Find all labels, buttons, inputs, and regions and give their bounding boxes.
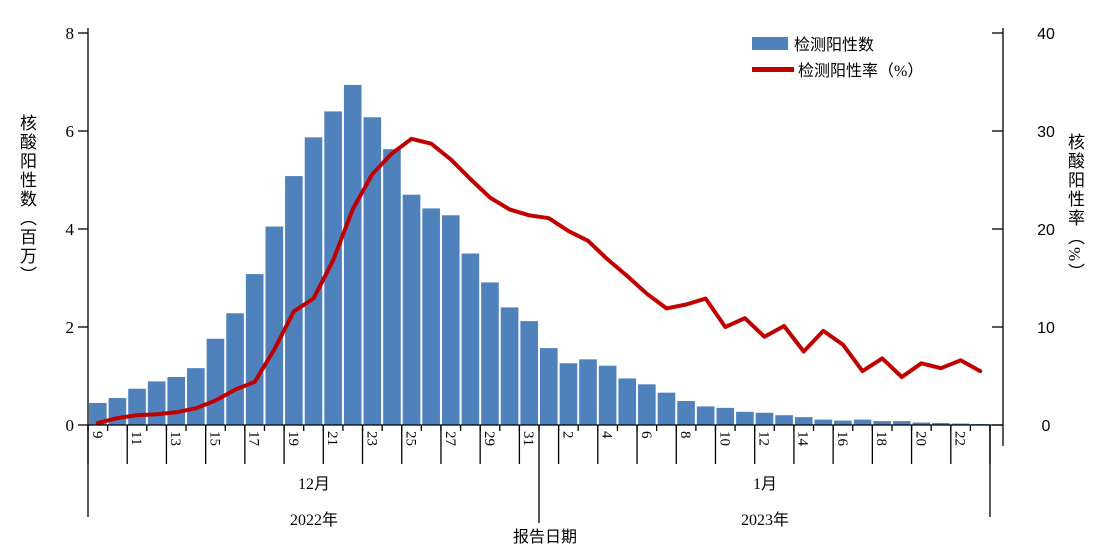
bar xyxy=(461,253,480,425)
bar xyxy=(892,421,911,425)
bar xyxy=(912,422,931,425)
x-tick-label: 31 xyxy=(520,431,536,446)
x-tick-label: 14 xyxy=(795,431,811,447)
x-tick-label: 16 xyxy=(834,431,850,447)
rate-line xyxy=(95,136,983,425)
x-tick-label: 13 xyxy=(167,431,183,446)
month-label-january: 1月 xyxy=(752,476,778,493)
x-tick-label: 6 xyxy=(638,431,654,439)
left-axis-title: 核酸阳性数（百万） xyxy=(17,114,36,285)
x-tick-label: 10 xyxy=(716,431,732,446)
x-tick-label: 21 xyxy=(324,431,340,446)
legend: 检测阳性数 检测阳性率（%） xyxy=(752,30,923,82)
left-axis-tick-label: 6 xyxy=(66,122,75,141)
month-label-december: 12月 xyxy=(297,476,331,493)
right-axis-tick-label: 40 xyxy=(1037,26,1055,43)
left-axis-tick-label: 2 xyxy=(66,318,75,337)
bar xyxy=(147,381,166,425)
bar xyxy=(834,420,852,425)
bar xyxy=(540,348,558,425)
bar xyxy=(481,282,499,425)
bar xyxy=(579,359,597,425)
legend-item-line: 检测阳性率（%） xyxy=(752,56,923,82)
bar-series-swatch xyxy=(752,36,788,50)
bar xyxy=(422,208,440,425)
bar xyxy=(89,402,107,425)
x-tick-label: 18 xyxy=(873,431,889,446)
x-tick-label: 27 xyxy=(442,431,458,447)
right-axis-tick-label: 0 xyxy=(1042,418,1051,435)
x-tick-label: 25 xyxy=(403,431,419,446)
right-axis-tick-label: 10 xyxy=(1037,320,1055,337)
bar xyxy=(736,411,754,425)
line-series-label: 检测阳性率（%） xyxy=(798,63,924,80)
bar xyxy=(520,321,538,425)
bar xyxy=(128,388,146,425)
bar xyxy=(324,111,342,426)
bar xyxy=(814,419,833,425)
bar xyxy=(775,415,793,425)
x-tick-label: 8 xyxy=(677,431,693,439)
x-tick-label: 22 xyxy=(952,431,968,446)
bar xyxy=(441,215,460,425)
bar xyxy=(187,368,205,425)
bar xyxy=(206,338,225,425)
right-axis-title: 核酸阳性率（%） xyxy=(1065,133,1084,283)
x-tick-label: 15 xyxy=(207,431,223,446)
bar xyxy=(343,84,362,425)
left-axis-tick-label: 8 xyxy=(66,24,75,43)
bar xyxy=(285,176,303,425)
bar xyxy=(500,307,519,425)
bar xyxy=(951,423,970,425)
bar xyxy=(226,313,244,425)
bar xyxy=(873,421,891,425)
bar xyxy=(363,117,382,425)
bar xyxy=(383,149,401,425)
bar xyxy=(167,376,186,425)
x-tick-label: 12 xyxy=(756,431,772,446)
right-axis-tick-label: 20 xyxy=(1037,222,1055,239)
bar xyxy=(265,226,284,425)
x-tick-label: 2 xyxy=(559,431,575,439)
bar xyxy=(932,423,950,425)
bar-series-label: 检测阳性数 xyxy=(794,37,875,54)
year-label-2022: 2022年 xyxy=(289,512,339,529)
bar xyxy=(245,274,264,425)
bar xyxy=(677,400,695,425)
year-label-2023: 2023年 xyxy=(740,512,790,529)
bar xyxy=(638,384,656,425)
bar xyxy=(755,412,774,425)
bar xyxy=(618,378,637,425)
bar xyxy=(794,417,813,425)
x-tick-label: 23 xyxy=(363,431,379,446)
x-tick-label: 20 xyxy=(912,431,928,446)
left-axis-tick-label: 4 xyxy=(66,220,75,239)
right-axis-tick-label: 30 xyxy=(1037,124,1055,141)
x-tick-label: 11 xyxy=(128,431,144,445)
legend-item-bars: 检测阳性数 xyxy=(752,30,923,56)
bar xyxy=(696,406,715,425)
left-axis-tick-label: 0 xyxy=(66,416,75,435)
x-axis-title: 报告日期 xyxy=(512,523,578,547)
x-tick-label: 4 xyxy=(599,431,615,439)
bar xyxy=(304,137,323,425)
x-tick-label: 17 xyxy=(246,431,262,447)
line-series-swatch xyxy=(752,66,794,72)
x-tick-label: 9 xyxy=(89,431,105,439)
bar xyxy=(716,407,735,425)
bar xyxy=(402,194,421,425)
bar xyxy=(853,419,872,425)
bar xyxy=(598,365,617,425)
bar xyxy=(657,392,676,425)
bar xyxy=(559,363,578,425)
x-tick-label: 19 xyxy=(285,431,301,446)
x-tick-label: 29 xyxy=(481,431,497,446)
